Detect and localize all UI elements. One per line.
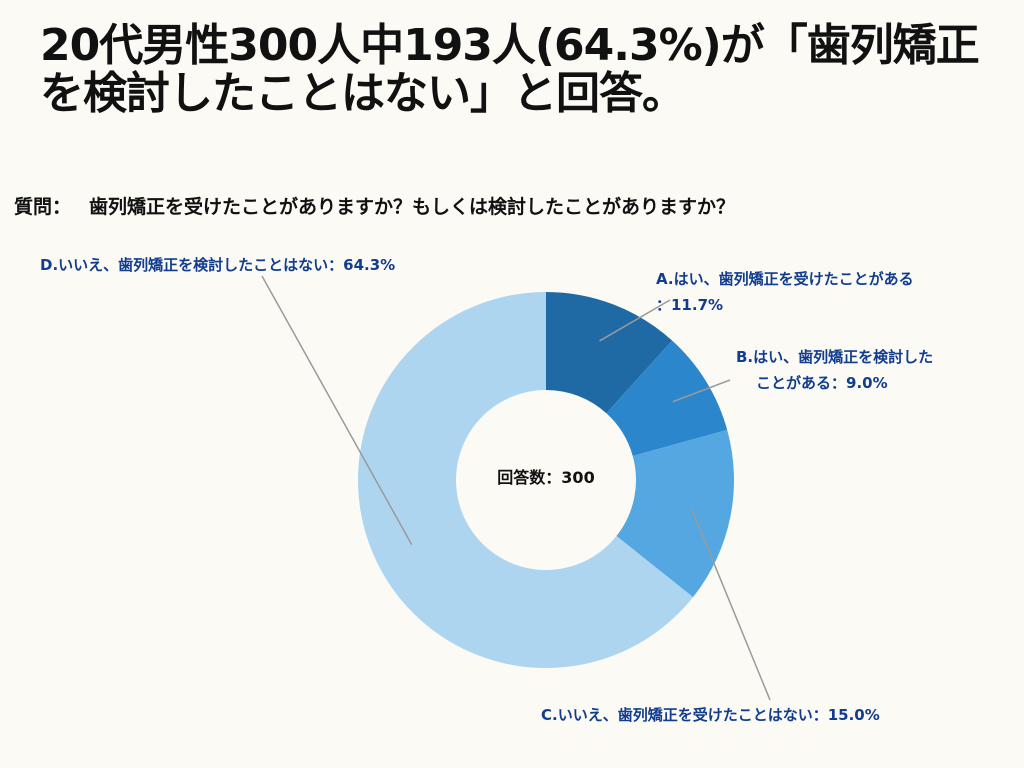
slice-c (616, 429, 734, 598)
slice-label-d: D.いいえ、歯列矯正を検討したことはない：64.3% (40, 252, 395, 278)
center-total-label: 回答数：300 (497, 468, 594, 487)
slice-label-a-line1: A.はい、歯列矯正を受けたことがある (656, 270, 914, 288)
slice-label-a-line2: ：11.7% (656, 296, 724, 314)
slice-label-b-line1: B.はい、歯列矯正を検討した (736, 348, 934, 366)
leader-line-d (261, 275, 413, 546)
slice-label-a: A.はい、歯列矯正を受けたことがある ：11.7% (656, 266, 914, 318)
slice-label-d-line1: D.いいえ、歯列矯正を検討したことはない：64.3% (40, 256, 396, 274)
leader-line-c (691, 509, 771, 701)
slice-label-c: C.いいえ、歯列矯正を受けたことはない：15.0% (541, 702, 880, 728)
question-text: 質問： 歯列矯正を受けたことがありますか？もしくは検討したことがありますか？ (14, 192, 1014, 219)
leader-line-a (599, 299, 671, 342)
slice-a (546, 292, 673, 414)
question-body: 歯列矯正を受けたことがありますか？もしくは検討したことがありますか？ (89, 196, 736, 218)
chart-title: 20代男性300人中193人(64.3%)が「歯列矯正を検討したことはない」と回… (40, 20, 980, 119)
leader-line-b (672, 379, 731, 403)
slice-label-c-line1: C.いいえ、歯列矯正を受けたことはない：15.0% (541, 706, 880, 724)
slice-label-b-line2: ことがある：9.0% (756, 374, 888, 392)
slice-label-b: B.はい、歯列矯正を検討した ことがある：9.0% (736, 344, 933, 396)
slice-d (357, 292, 694, 669)
slice-b (606, 340, 728, 456)
question-prefix: 質問： (14, 196, 72, 218)
